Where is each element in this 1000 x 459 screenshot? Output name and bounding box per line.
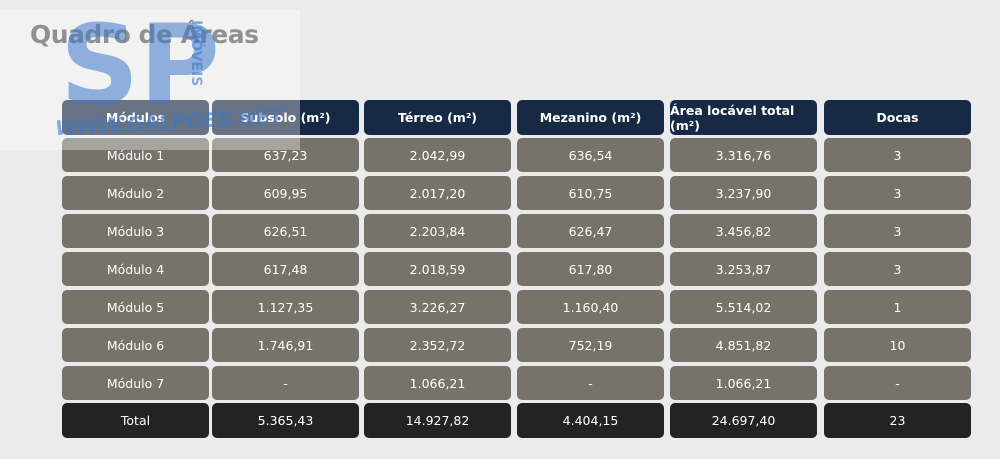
data-cell: Módulo 7: [62, 366, 209, 400]
total-cell: 24.697,40: [670, 403, 817, 438]
data-cell: 636,54: [517, 138, 664, 172]
data-cell: Módulo 1: [62, 138, 209, 172]
total-cell: 5.365,43: [212, 403, 359, 438]
data-cell: 626,47: [517, 214, 664, 248]
data-cell: 5.514,02: [670, 290, 817, 324]
data-cell: 1.127,35: [212, 290, 359, 324]
data-cell: 617,80: [517, 252, 664, 286]
data-cell: 2.042,99: [364, 138, 511, 172]
data-cell: Módulo 5: [62, 290, 209, 324]
data-cell: -: [517, 366, 664, 400]
data-cell: Módulo 4: [62, 252, 209, 286]
data-cell: 752,19: [517, 328, 664, 362]
header-cell: Térreo (m²): [364, 100, 511, 135]
header-cell: Módulos: [62, 100, 209, 135]
data-cell: 2.018,59: [364, 252, 511, 286]
data-cell: 1.066,21: [670, 366, 817, 400]
data-cell: 609,95: [212, 176, 359, 210]
data-cell: 3: [824, 138, 971, 172]
total-cell: 4.404,15: [517, 403, 664, 438]
data-cell: 1.066,21: [364, 366, 511, 400]
data-cell: 617,48: [212, 252, 359, 286]
data-cell: 2.352,72: [364, 328, 511, 362]
data-cell: 3.237,90: [670, 176, 817, 210]
header-cell: Subsolo (m²): [212, 100, 359, 135]
total-cell: 23: [824, 403, 971, 438]
data-cell: 626,51: [212, 214, 359, 248]
header-cell: Mezanino (m²): [517, 100, 664, 135]
data-cell: 3: [824, 252, 971, 286]
data-cell: Módulo 3: [62, 214, 209, 248]
data-cell: 10: [824, 328, 971, 362]
data-cell: 1: [824, 290, 971, 324]
data-cell: -: [212, 366, 359, 400]
data-cell: 3.456,82: [670, 214, 817, 248]
title: Quadro de Áreas: [30, 20, 259, 49]
data-cell: Módulo 2: [62, 176, 209, 210]
data-cell: 2.017,20: [364, 176, 511, 210]
data-cell: 4.851,82: [670, 328, 817, 362]
data-cell: 3.253,87: [670, 252, 817, 286]
data-cell: 3.316,76: [670, 138, 817, 172]
data-cell: 637,23: [212, 138, 359, 172]
data-cell: 1.160,40: [517, 290, 664, 324]
data-cell: 1.746,91: [212, 328, 359, 362]
data-cell: Módulo 6: [62, 328, 209, 362]
data-cell: 3: [824, 214, 971, 248]
data-cell: 610,75: [517, 176, 664, 210]
total-cell: 14.927,82: [364, 403, 511, 438]
data-cell: 3.226,27: [364, 290, 511, 324]
header-cell: Docas: [824, 100, 971, 135]
header-cell: Área locável total (m²): [670, 100, 817, 135]
data-cell: -: [824, 366, 971, 400]
total-cell: Total: [62, 403, 209, 438]
data-cell: 2.203,84: [364, 214, 511, 248]
data-cell: 3: [824, 176, 971, 210]
